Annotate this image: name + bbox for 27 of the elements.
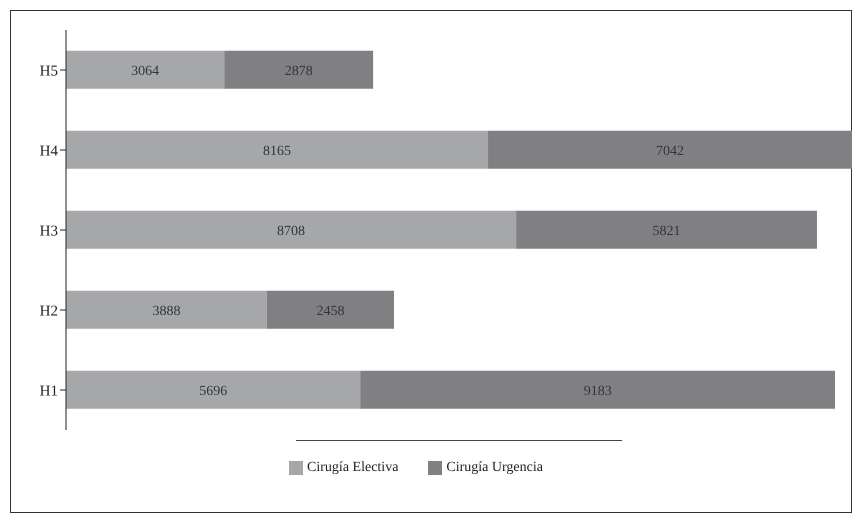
bar: [66, 290, 267, 329]
data-label: 2878: [284, 64, 313, 79]
bar: [66, 370, 360, 409]
y-tick-label: H1: [40, 383, 58, 400]
bar: [266, 290, 394, 329]
data-label: 3888: [152, 304, 180, 319]
data-label: 5821: [652, 224, 681, 239]
legend-label: Cirugía Urgencia: [446, 460, 543, 475]
data-label: 5696: [199, 384, 228, 399]
y-tick-label: H2: [40, 303, 58, 320]
bar: [516, 210, 817, 249]
bar: [360, 370, 836, 409]
bar: [66, 130, 488, 169]
y-tick-label: H5: [40, 63, 58, 80]
legend-label: Cirugía Electiva: [307, 460, 398, 475]
bar: [66, 50, 224, 89]
data-label: 8708: [277, 224, 306, 239]
bar: [488, 130, 852, 169]
data-label: 3064: [131, 64, 160, 79]
data-label: 8165: [263, 144, 292, 159]
data-label: 2458: [316, 304, 344, 319]
bar: [224, 50, 374, 89]
bar: [66, 210, 516, 249]
y-tick-label: H3: [40, 223, 58, 240]
data-label: 7042: [656, 144, 684, 159]
y-tick-label: H4: [40, 143, 58, 160]
data-label: 9183: [584, 384, 612, 399]
